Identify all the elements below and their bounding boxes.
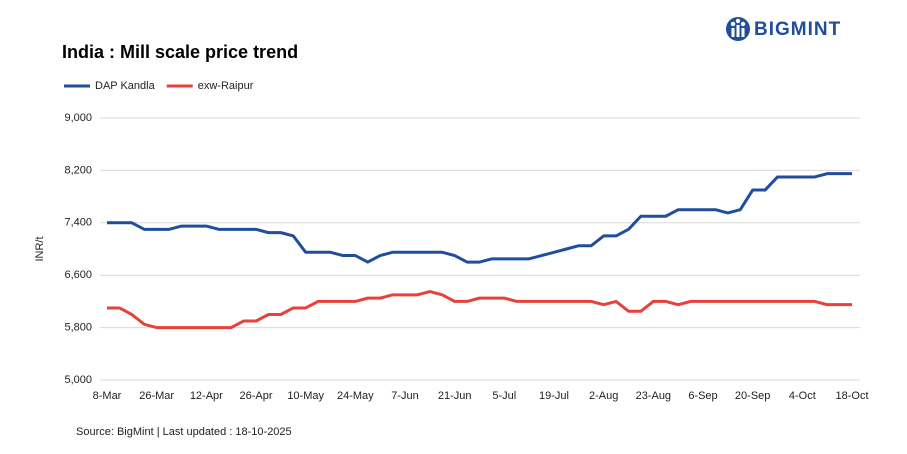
- x-tick-label: 19-Jul: [539, 390, 569, 402]
- x-tick-label: 2-Aug: [589, 390, 618, 402]
- x-tick-label: 18-Oct: [835, 390, 868, 402]
- x-tick-label: 8-Mar: [93, 390, 122, 402]
- y-tick-label: 9,000: [64, 112, 92, 124]
- x-tick-label: 7-Jun: [391, 390, 419, 402]
- x-tick-label: 26-Apr: [239, 390, 272, 402]
- legend-label: exw-Raipur: [198, 80, 254, 92]
- y-tick-label: 6,600: [64, 269, 92, 281]
- y-tick-label: 5,800: [64, 322, 92, 334]
- x-tick-label: 6-Sep: [688, 390, 717, 402]
- x-tick-label: 20-Sep: [735, 390, 770, 402]
- x-tick-label: 24-May: [337, 390, 374, 402]
- x-tick-label: 21-Jun: [438, 390, 472, 402]
- y-tick-label: 5,000: [64, 374, 92, 386]
- logo-icon: [726, 17, 750, 41]
- chart-title: India : Mill scale price trend: [62, 42, 298, 62]
- x-tick-label: 26-Mar: [139, 390, 174, 402]
- x-tick-label: 4-Oct: [789, 390, 816, 402]
- x-tick-label: 12-Apr: [190, 390, 223, 402]
- series-line: [107, 172, 852, 264]
- logo-text: BIGMINT: [754, 19, 841, 40]
- legend-label: DAP Kandla: [95, 80, 156, 92]
- x-tick-label: 5-Jul: [492, 390, 516, 402]
- y-tick-label: 8,200: [64, 164, 92, 176]
- series-line: [107, 290, 852, 330]
- source-note: Source: BigMint | Last updated : 18-10-2…: [76, 426, 292, 438]
- y-tick-label: 7,400: [64, 217, 92, 229]
- x-tick-label: 10-May: [287, 390, 324, 402]
- x-tick-label: 23-Aug: [636, 390, 671, 402]
- y-axis-label: INR/t: [34, 236, 46, 261]
